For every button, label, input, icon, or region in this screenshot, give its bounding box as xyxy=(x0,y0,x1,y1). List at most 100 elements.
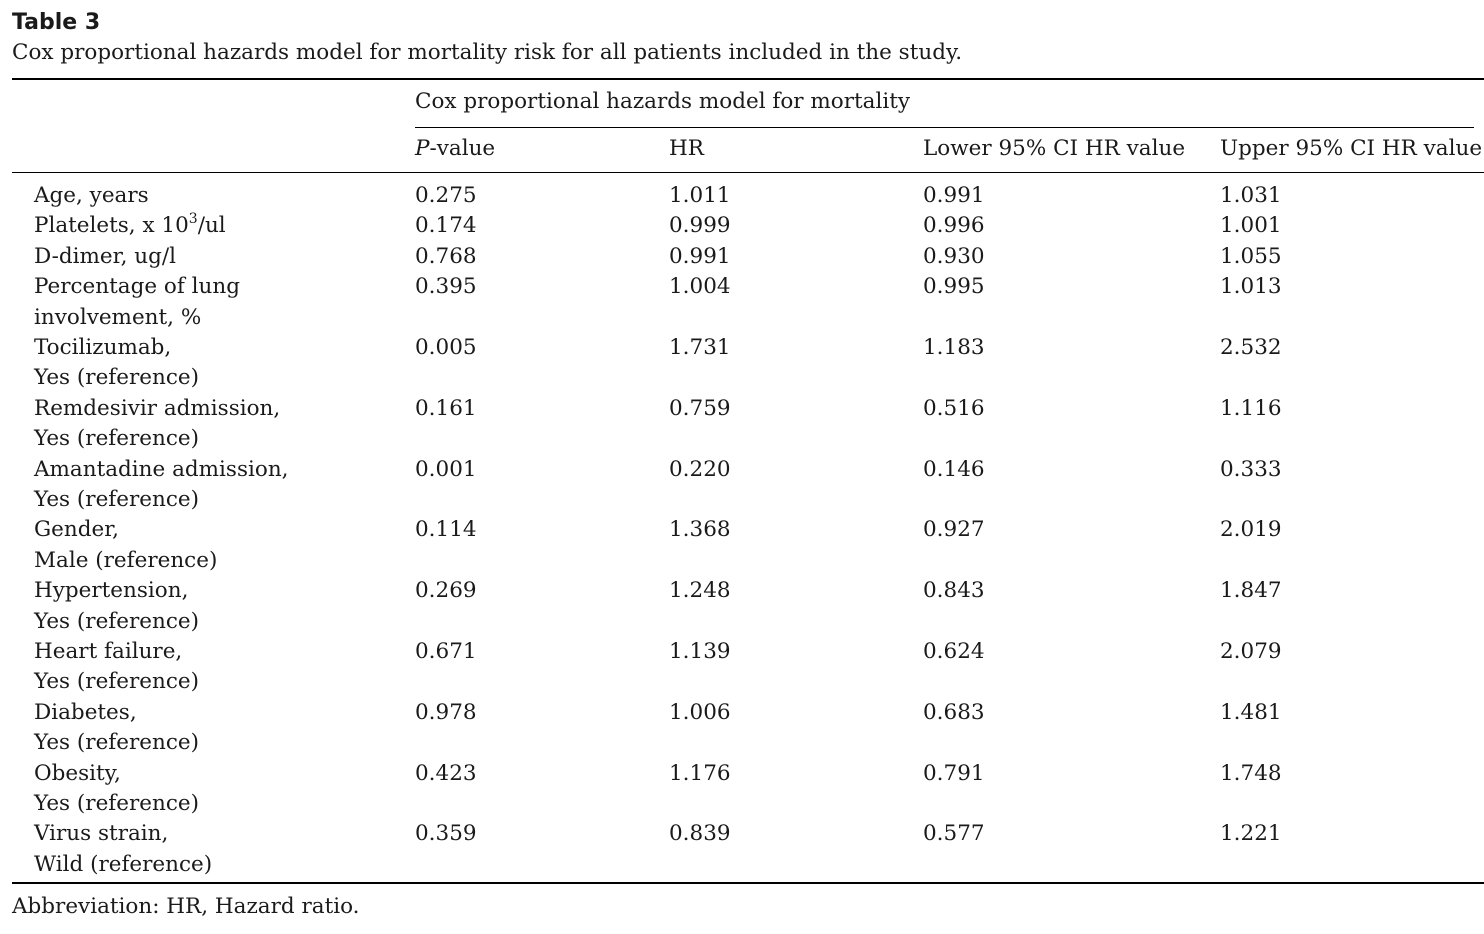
upper-ci-cell: 1.748 xyxy=(1220,760,1282,786)
variable-line-2: Yes (reference) xyxy=(34,365,199,391)
table-row: Amantadine admission, Yes (reference) 0.… xyxy=(12,455,1484,516)
variable-cell: Remdesivir admission, Yes (reference) xyxy=(12,394,394,455)
variable-line-2: Yes (reference) xyxy=(34,669,199,695)
variable-line-1: Percentage of lung xyxy=(34,274,240,300)
hr-cell: 0.220 xyxy=(669,456,731,482)
lower-ci-cell: 0.146 xyxy=(923,456,985,482)
p-value-cell: 0.275 xyxy=(415,183,477,208)
table-row: D-dimer, ug/l 0.768 0.991 0.930 1.055 xyxy=(12,242,1484,272)
variable-cell: Platelets, x 103/ul xyxy=(12,211,394,241)
variable-line-1: Heart failure, xyxy=(34,638,183,664)
hr-cell: 0.999 xyxy=(669,213,731,239)
variable-line-2: Wild (reference) xyxy=(34,851,213,877)
table-row: Virus strain, Wild (reference) 0.359 0.8… xyxy=(12,819,1484,880)
lower-ci-cell: 0.930 xyxy=(923,243,985,269)
variable-cell: D-dimer, ug/l xyxy=(12,242,394,272)
p-value-cell: 0.001 xyxy=(415,456,477,482)
variable-cell: Amantadine admission, Yes (reference) xyxy=(12,455,394,516)
table-row: Age, years 0.275 1.011 0.991 1.031 xyxy=(12,181,1484,211)
p-rest: -value xyxy=(429,136,496,161)
upper-ci-cell: 2.079 xyxy=(1220,638,1282,664)
hr-cell: 1.176 xyxy=(669,760,731,786)
p-value-cell: 0.359 xyxy=(415,821,477,847)
upper-ci-cell: 1.055 xyxy=(1220,243,1282,269)
table-label: Table 3 xyxy=(12,10,101,35)
hr-cell: 1.139 xyxy=(669,638,731,664)
superscript: 3 xyxy=(188,211,198,228)
variable-line-2: Yes (reference) xyxy=(34,426,199,452)
table-row: Obesity, Yes (reference) 0.423 1.176 0.7… xyxy=(12,759,1484,820)
upper-ci-cell: 1.847 xyxy=(1220,578,1282,604)
table-footnote: Abbreviation: HR, Hazard ratio. xyxy=(12,894,360,920)
variable-cell: Age, years xyxy=(12,181,394,211)
column-header-upper-ci: Upper 95% CI HR value xyxy=(1220,136,1483,161)
upper-ci-cell: 1.221 xyxy=(1220,821,1282,847)
variable-line-1: Remdesivir admission, xyxy=(34,395,281,421)
table-row: Percentage of lung involvement, % 0.395 … xyxy=(12,272,1484,333)
lower-ci-cell: 0.624 xyxy=(923,638,985,664)
variable-line-1: Diabetes, xyxy=(34,699,137,725)
variable-cell: Virus strain, Wild (reference) xyxy=(12,819,394,880)
p-value-cell: 0.269 xyxy=(415,578,477,604)
group-header-rule xyxy=(415,127,1474,128)
table-row: Remdesivir admission, Yes (reference) 0.… xyxy=(12,394,1484,455)
column-header-p-value: P-value xyxy=(415,136,495,161)
hr-cell: 1.368 xyxy=(669,517,731,543)
variable-line-1: D-dimer, ug/l xyxy=(34,243,176,269)
table-body: Age, years 0.275 1.011 0.991 1.031 Plate… xyxy=(12,173,1484,880)
variable-line-2: involvement, % xyxy=(34,304,202,330)
header-rule xyxy=(12,172,1484,173)
hr-cell: 1.004 xyxy=(669,274,731,300)
variable-line-2: Yes (reference) xyxy=(34,486,199,512)
table-row: Platelets, x 103/ul 0.174 0.999 0.996 1.… xyxy=(12,211,1484,241)
variable-cell: Heart failure, Yes (reference) xyxy=(12,637,394,698)
table-caption: Cox proportional hazards model for morta… xyxy=(12,40,963,65)
variable-line-1: Obesity, xyxy=(34,760,121,786)
lower-ci-cell: 0.516 xyxy=(923,395,985,421)
p-value-cell: 0.978 xyxy=(415,699,477,725)
group-header-label: Cox proportional hazards model for morta… xyxy=(415,89,911,114)
lower-ci-cell: 0.683 xyxy=(923,699,985,725)
p-value-cell: 0.395 xyxy=(415,274,477,300)
group-header-row: Cox proportional hazards model for morta… xyxy=(12,80,1484,128)
column-header-row: P-value HR Lower 95% CI HR value Upper 9… xyxy=(12,128,1484,172)
p-value-cell: 0.005 xyxy=(415,334,477,360)
table-figure: Table 3 Cox proportional hazards model f… xyxy=(12,8,1484,922)
lower-ci-cell: 0.577 xyxy=(923,821,985,847)
variable-line-1: Age, years xyxy=(34,183,149,208)
upper-ci-cell: 1.001 xyxy=(1220,213,1282,239)
upper-ci-cell: 1.116 xyxy=(1220,395,1282,421)
variable-line-1: Gender, xyxy=(34,517,119,543)
variable-cell: Gender, Male (reference) xyxy=(12,515,394,576)
variable-line-1: Platelets, x 103/ul xyxy=(34,211,226,239)
p-italic: P xyxy=(415,136,430,161)
lower-ci-cell: 1.183 xyxy=(923,334,985,360)
table-row: Diabetes, Yes (reference) 0.978 1.006 0.… xyxy=(12,698,1484,759)
p-value-cell: 0.768 xyxy=(415,243,477,269)
hr-cell: 1.248 xyxy=(669,578,731,604)
variable-line-2: Yes (reference) xyxy=(34,790,199,816)
column-header-lower-ci: Lower 95% CI HR value xyxy=(923,136,1186,161)
hr-cell: 0.759 xyxy=(669,395,731,421)
lower-ci-cell: 0.791 xyxy=(923,760,985,786)
variable-cell: Hypertension, Yes (reference) xyxy=(12,576,394,637)
p-value-cell: 0.671 xyxy=(415,638,477,664)
variable-line-2: Yes (reference) xyxy=(34,730,199,756)
variable-line-1: Amantadine admission, xyxy=(34,456,289,482)
p-value-cell: 0.174 xyxy=(415,213,477,239)
variable-cell: Percentage of lung involvement, % xyxy=(12,272,394,333)
hr-cell: 0.991 xyxy=(669,243,731,269)
table-row: Hypertension, Yes (reference) 0.269 1.24… xyxy=(12,576,1484,637)
upper-ci-cell: 2.019 xyxy=(1220,517,1282,543)
variable-cell: Obesity, Yes (reference) xyxy=(12,759,394,820)
hr-cell: 1.006 xyxy=(669,699,731,725)
lower-ci-cell: 0.843 xyxy=(923,578,985,604)
hr-cell: 1.011 xyxy=(669,183,731,208)
variable-line-1: Tocilizumab, xyxy=(34,334,172,360)
hr-cell: 1.731 xyxy=(669,334,731,360)
table-row: Gender, Male (reference) 0.114 1.368 0.9… xyxy=(12,515,1484,576)
variable-line-1: Hypertension, xyxy=(34,578,189,604)
variable-cell: Diabetes, Yes (reference) xyxy=(12,698,394,759)
table-row: Tocilizumab, Yes (reference) 0.005 1.731… xyxy=(12,333,1484,394)
upper-ci-cell: 0.333 xyxy=(1220,456,1282,482)
